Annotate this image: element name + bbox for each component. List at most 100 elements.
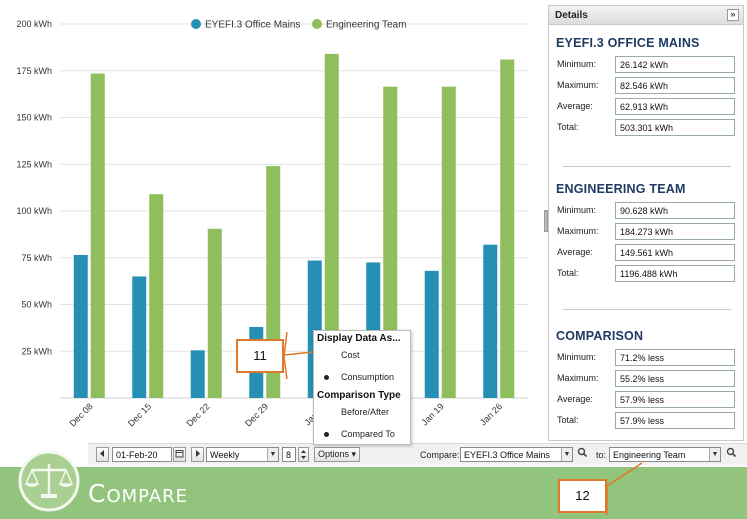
count-stepper[interactable]: [298, 447, 309, 462]
stat-label: Total:: [557, 122, 579, 132]
previous-period-button[interactable]: [96, 447, 109, 462]
stat-value-field: 57.9% less: [615, 412, 735, 429]
stat-label: Minimum:: [557, 59, 597, 69]
details-section-comparison: COMPARISON Minimum: 71.2% less Maximum: 55…: [556, 329, 738, 432]
stat-value-field: 71.2% less: [615, 349, 735, 366]
bar-office-mains[interactable]: [424, 270, 439, 398]
legend-swatch-office-mains[interactable]: [191, 19, 201, 29]
chevron-down-icon: ▼: [709, 448, 720, 461]
stat-row-minimum: Minimum: 26.142 kWh: [556, 55, 738, 76]
bar-engineering-team[interactable]: [149, 194, 164, 398]
period-count-value: 8: [286, 450, 292, 460]
period-count-field[interactable]: 8: [282, 447, 296, 462]
bar-engineering-team[interactable]: [441, 86, 456, 399]
calendar-button[interactable]: [173, 447, 186, 462]
x-tick-label: Dec 29: [243, 401, 270, 428]
to-label: to:: [596, 450, 607, 460]
menu-item-cost[interactable]: Cost: [314, 345, 410, 365]
stat-label: Maximum:: [557, 226, 599, 236]
stat-row-average: Average: 57.9% less: [556, 390, 738, 411]
stat-value-field: 26.142 kWh: [615, 56, 735, 73]
x-tick-label: Dec 08: [67, 401, 94, 428]
details-header: Details »: [549, 6, 743, 25]
panel-resize-handle[interactable]: [544, 210, 548, 232]
x-tick-label: Dec 22: [184, 401, 211, 428]
bar-office-mains[interactable]: [132, 276, 147, 398]
legend-swatch-engineering-team[interactable]: [312, 19, 322, 29]
next-period-button[interactable]: [191, 447, 204, 462]
y-axis-ticks: 25 kWh 50 kWh 75 kWh 100 kWh 125 kWh 150 kWh 1…: [16, 19, 52, 356]
stat-row-minimum: Minimum: 71.2% less: [556, 348, 738, 369]
stat-value-field: 184.273 kWh: [615, 223, 735, 240]
bar-engineering-team[interactable]: [324, 53, 339, 399]
period-select[interactable]: Weekly ▼: [206, 447, 279, 462]
stat-value-field: 1196.488 kWh: [615, 265, 735, 282]
stat-label: Total:: [557, 415, 579, 425]
stat-label: Average:: [557, 394, 593, 404]
search-icon: [577, 447, 588, 458]
menu-header-display: Display Data As...: [317, 333, 401, 344]
section-title: COMPARISON: [556, 329, 644, 343]
stat-label: Maximum:: [557, 80, 599, 90]
compare-to-select[interactable]: Engineering Team ▼: [609, 447, 721, 462]
stat-value-field: 57.9% less: [615, 391, 735, 408]
chart-toolbar: 01-Feb-20 Weekly ▼ 8 Options ▾ Compare: E…: [88, 443, 747, 465]
compare-search-button[interactable]: [576, 447, 589, 462]
bar-office-mains[interactable]: [483, 244, 498, 398]
stat-row-total: Total: 503.301 kWh: [556, 118, 738, 139]
scales-icon: [18, 450, 80, 512]
menu-item-consumption[interactable]: Consumption: [314, 367, 410, 387]
stat-row-maximum: Maximum: 55.2% less: [556, 369, 738, 390]
options-button[interactable]: Options ▾: [314, 447, 360, 462]
stat-row-average: Average: 149.561 kWh: [556, 243, 738, 264]
menu-item-label: Compared To: [341, 429, 395, 439]
section-divider: [563, 166, 731, 167]
page-title: Compare: [88, 479, 189, 508]
legend-label-engineering-team[interactable]: Engineering Team: [326, 20, 406, 31]
stat-label: Average:: [557, 247, 593, 257]
stat-row-average: Average: 62.913 kWh: [556, 97, 738, 118]
arrow-right-icon: [196, 450, 200, 457]
legend-label-office-mains[interactable]: EYEFI.3 Office Mains: [205, 20, 300, 31]
search-icon: [726, 447, 737, 458]
collapse-panel-button[interactable]: »: [727, 9, 739, 21]
chevron-down-icon: ▼: [561, 448, 572, 461]
bar-engineering-team[interactable]: [207, 228, 222, 398]
section-divider: [563, 309, 731, 310]
chart-grid: [60, 23, 528, 399]
stat-value-field: 149.561 kWh: [615, 244, 735, 261]
bar-engineering-team[interactable]: [383, 86, 398, 399]
section-title: EYEFI.3 OFFICE MAINS: [556, 36, 700, 50]
y-tick-label: 150 kWh: [16, 113, 52, 123]
date-field[interactable]: 01-Feb-20: [112, 447, 172, 462]
bar-engineering-team[interactable]: [500, 59, 515, 398]
stat-label: Maximum:: [557, 373, 599, 383]
compare-label: Compare:: [420, 450, 460, 460]
y-tick-label: 100 kWh: [16, 206, 52, 216]
compare-select[interactable]: EYEFI.3 Office Mains ▼: [460, 447, 573, 462]
compare-to-search-button[interactable]: [725, 447, 738, 462]
stat-row-maximum: Maximum: 184.273 kWh: [556, 222, 738, 243]
options-menu: Display Data As... Cost Consumption Comp…: [313, 330, 411, 445]
selected-dot-icon: [324, 375, 329, 380]
bar-engineering-team[interactable]: [90, 73, 105, 399]
menu-item-label: Before/After: [341, 407, 390, 417]
stat-value-field: 62.913 kWh: [615, 98, 735, 115]
stat-row-minimum: Minimum: 90.628 kWh: [556, 201, 738, 222]
stat-row-maximum: Maximum: 82.546 kWh: [556, 76, 738, 97]
chart-legend[interactable]: EYEFI.3 Office Mains Engineering Team: [191, 19, 406, 31]
menu-item-before-after[interactable]: Before/After: [314, 402, 410, 422]
selected-dot-icon: [324, 432, 329, 437]
callout-11: 11: [236, 339, 284, 373]
menu-item-compared-to[interactable]: Compared To: [314, 424, 410, 444]
stat-value-field: 503.301 kWh: [615, 119, 735, 136]
period-value: Weekly: [210, 450, 240, 460]
bar-office-mains[interactable]: [190, 350, 205, 398]
stat-row-total: Total: 1196.488 kWh: [556, 264, 738, 285]
bar-office-mains[interactable]: [73, 254, 88, 398]
compare-value: EYEFI.3 Office Mains: [464, 450, 550, 460]
stat-row-total: Total: 57.9% less: [556, 411, 738, 432]
details-panel: Details » EYEFI.3 OFFICE MAINS Minimum: 2…: [548, 5, 744, 441]
